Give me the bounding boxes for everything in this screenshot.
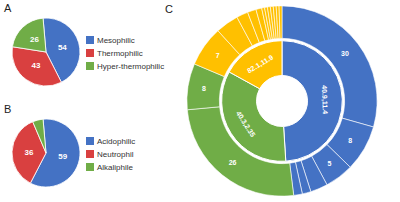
slice bbox=[187, 107, 293, 196]
slice bbox=[282, 6, 377, 127]
panel-title: A bbox=[4, 2, 12, 14]
slice bbox=[12, 47, 61, 86]
legend-entry: Alkaliphile bbox=[97, 163, 134, 172]
legend-entry: Thermophilic bbox=[97, 49, 143, 58]
data-label: 40.9,11.4 bbox=[320, 85, 329, 114]
data-label: 54 bbox=[58, 43, 67, 52]
donut bbox=[187, 6, 377, 196]
data-label: 30 bbox=[341, 50, 349, 57]
data-label: 82.1,11.9 bbox=[246, 54, 275, 76]
pie bbox=[12, 119, 80, 187]
pie bbox=[12, 18, 80, 86]
legend-swatch bbox=[86, 150, 94, 158]
legend-entry: Neutrophil bbox=[97, 150, 134, 159]
data-label: 26 bbox=[30, 35, 39, 44]
legend-entry: Mesophilic bbox=[97, 36, 135, 45]
data-label: 7 bbox=[216, 52, 220, 59]
legend-swatch bbox=[86, 36, 94, 44]
data-label: 26 bbox=[229, 159, 237, 166]
legend-entry: Acidophilic bbox=[97, 137, 135, 146]
data-label: 8 bbox=[202, 85, 206, 92]
legend: Mesophilic Thermophilic Hyper-thermophilic bbox=[86, 36, 164, 71]
chart-canvas: A 54 43 26 Mesophilic Thermophilic Hyper-therm… bbox=[0, 0, 400, 202]
slice bbox=[12, 18, 46, 52]
data-label: 43 bbox=[32, 61, 41, 70]
data-label: 36 bbox=[25, 148, 34, 157]
data-label: 8 bbox=[348, 137, 352, 144]
legend-swatch bbox=[86, 49, 94, 57]
panel-title: B bbox=[4, 103, 11, 115]
legend: Acidophilic Neutrophil Alkaliphile bbox=[86, 137, 135, 172]
legend-entry: Hyper-thermophilic bbox=[97, 62, 164, 71]
legend-swatch bbox=[86, 62, 94, 70]
slice bbox=[279, 6, 282, 39]
panel-title: C bbox=[165, 3, 173, 15]
slice bbox=[33, 119, 46, 153]
data-label: 59 bbox=[58, 152, 67, 161]
data-label: 40.3,2.35 bbox=[234, 110, 256, 139]
legend-swatch bbox=[86, 137, 94, 145]
legend-swatch bbox=[86, 163, 94, 171]
data-label: 5 bbox=[328, 160, 332, 167]
